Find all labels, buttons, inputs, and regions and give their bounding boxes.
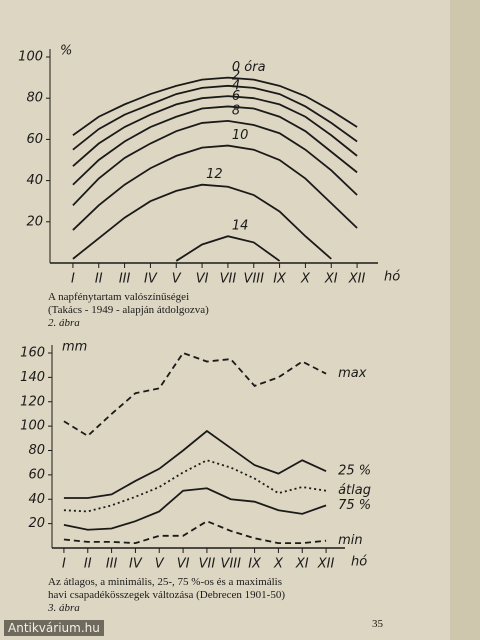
y-tick-label: 100 [18,50,43,65]
x-tick-label: XI [324,272,338,287]
x-tick-label: IV [129,557,143,572]
x-tick-label: IX [273,272,287,287]
series-label: 75 % [338,498,371,513]
data-line [72,144,358,231]
figure-number: 2. ábra [48,317,80,329]
figure-number: 3. ábra [48,602,80,614]
y-unit: mm [62,340,87,355]
data-line [63,351,327,437]
caption-line: havi csapadékösszegek változása (Debrece… [48,589,286,601]
data-line [175,235,281,262]
x-tick-label: XII [348,272,366,287]
y-tick-label: 40 [28,492,45,507]
y-tick-label: 100 [20,419,45,434]
x-axis-label: hó [384,270,400,285]
x-tick-label: V [155,557,165,572]
x-tick-label: II [95,272,103,287]
data-line [72,95,358,167]
x-tick-label: IX [248,557,262,572]
series-label: 2 [232,68,240,83]
caption-line: Az átlagos, a minimális, 25-, 75 %-os és… [48,576,283,588]
x-tick-label: VIII [221,557,242,572]
y-tick-label: 20 [28,516,45,531]
y-tick-label: 160 [20,346,45,361]
data-line [63,459,327,513]
x-tick-label: I [62,557,66,572]
data-line [72,76,358,137]
x-tick-label: VI [177,557,190,572]
y-tick-label: 60 [28,467,45,482]
x-axis-label: hó [351,555,367,570]
series-label: min [338,533,363,548]
data-line [72,183,332,260]
x-tick-label: VIII [244,272,265,287]
caption-line: (Takács - 1949 - alapján átdolgozva) [48,304,209,316]
series-label: max [338,366,367,381]
data-line [72,119,358,206]
x-tick-label: VII [220,272,237,287]
x-tick-label: I [71,272,75,287]
caption: Az átlagos, a minimális, 25-, 75 %-os és… [48,576,285,615]
data-line [72,84,358,151]
data-line [72,105,358,186]
series-label: 0 óra [232,60,266,75]
x-tick-label: X [300,272,311,287]
watermark: Antikvárium.hu [4,620,104,636]
x-tick-label: VII [199,557,216,572]
series-label: 6 [232,89,240,104]
series-label: átlag [338,483,371,498]
caption: A napfénytartam valószínűségei (Takács -… [48,291,209,330]
series-label: 4 [232,79,240,94]
y-tick-label: 20 [26,214,43,229]
x-tick-label: III [119,272,131,287]
y-tick-label: 80 [26,91,43,106]
data-line [63,487,327,531]
y-tick-label: 140 [20,370,45,385]
y-tick-label: 120 [20,394,45,409]
page-number: 35 [372,618,383,630]
x-tick-label: IV [144,272,158,287]
y-tick-label: 80 [28,443,45,458]
x-tick-label: II [84,557,92,572]
x-tick-label: V [172,272,182,287]
x-tick-label: III [106,557,118,572]
series-label: 25 % [338,464,371,479]
y-unit: % [60,44,72,59]
x-tick-label: XII [317,557,335,572]
series-label: 14 [232,219,249,234]
series-label: 8 [232,103,240,118]
y-tick-label: 60 [26,132,43,147]
x-tick-label: X [273,557,284,572]
data-line [63,520,327,545]
x-tick-label: VI [196,272,209,287]
series-label: 12 [206,167,223,182]
y-tick-label: 40 [26,173,43,188]
caption-line: A napfénytartam valószínűségei [48,291,190,303]
x-tick-label: XI [295,557,309,572]
series-label: 10 [232,128,249,143]
data-line [63,429,327,499]
